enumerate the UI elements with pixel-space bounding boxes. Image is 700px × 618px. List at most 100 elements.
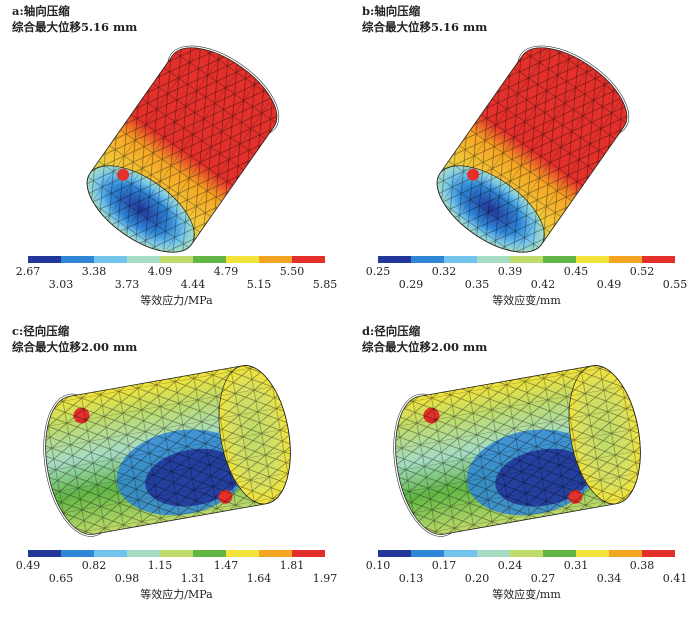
cylinder	[393, 365, 641, 537]
panel-subtitle: 综合最大位移2.00 mm	[12, 340, 137, 354]
colorbar-tick-label: 5.15	[247, 278, 272, 291]
outline	[86, 47, 278, 253]
colorbar-tick-label: 0.17	[432, 559, 457, 572]
colorbar-tick-label: 0.27	[531, 572, 556, 585]
colorbar-segment	[543, 550, 576, 557]
colorbar-segment	[543, 256, 576, 263]
colorbar-segment	[411, 550, 444, 557]
colorbar-segment	[61, 256, 94, 263]
panel-subtitle: 综合最大位移5.16 mm	[362, 20, 487, 34]
colorbar-tick-label: 5.50	[280, 265, 305, 278]
hot-spot	[467, 168, 480, 181]
colorbar-label: 等效应变/mm	[492, 587, 561, 601]
colorbar-tick-label: 0.25	[366, 265, 391, 278]
colorbar-segment	[444, 256, 477, 263]
colorbar-tick-label: 0.34	[597, 572, 622, 585]
colorbar-segment	[477, 256, 510, 263]
colorbar-tick-label: 3.73	[115, 278, 140, 291]
colorbar-tick-label: 5.85	[313, 278, 338, 291]
panel-title: a:轴向压缩	[12, 4, 70, 18]
colorbar-tick-label: 0.10	[366, 559, 391, 572]
colorbar-tick-label: 0.24	[498, 559, 523, 572]
colorbar-tick-label: 0.13	[399, 572, 424, 585]
colorbar-segment	[28, 550, 61, 557]
colorbar-tick-label: 0.31	[564, 559, 589, 572]
panel-title: b:轴向压缩	[362, 4, 421, 18]
colorbar-segment	[292, 256, 325, 263]
colorbar-tick-label: 0.41	[663, 572, 688, 585]
panel-title: c:径向压缩	[12, 324, 70, 338]
cylinder	[436, 45, 630, 253]
cylinder	[86, 45, 280, 253]
colorbar-segment	[477, 550, 510, 557]
outline	[45, 365, 291, 535]
colorbar-segment	[127, 550, 160, 557]
colorbar-segment	[259, 550, 292, 557]
colorbar-segment	[160, 256, 193, 263]
colorbar-tick-label: 0.65	[49, 572, 74, 585]
colorbar-segment	[226, 550, 259, 557]
colorbar-tick-label: 0.39	[498, 265, 523, 278]
colorbar-segment	[160, 550, 193, 557]
colorbar-segment	[609, 256, 642, 263]
colorbar-segment	[378, 550, 411, 557]
colorbar-segment	[94, 550, 127, 557]
colorbar-label: 等效应力/MPa	[140, 293, 213, 307]
colorbar-tick-label: 0.38	[630, 559, 655, 572]
colorbar-tick-label: 1.81	[280, 559, 305, 572]
colorbar-tick-label: 1.97	[313, 572, 338, 585]
cylinder	[43, 365, 291, 537]
colorbar-tick-label: 3.03	[49, 278, 74, 291]
front-mesh	[569, 365, 641, 504]
colorbar-segment	[28, 256, 61, 263]
colorbar-segment	[378, 256, 411, 263]
front-mesh	[437, 165, 545, 253]
colorbar-label: 等效应力/MPa	[140, 587, 213, 601]
colorbar-tick-label: 1.31	[181, 572, 206, 585]
colorbar-segment	[609, 550, 642, 557]
colorbar-segment	[259, 256, 292, 263]
colorbar-tick-label: 0.20	[465, 572, 490, 585]
colorbar-tick-label: 0.49	[16, 559, 41, 572]
colorbar-tick-label: 0.55	[663, 278, 688, 291]
colorbar-segment	[193, 256, 226, 263]
colorbar-tick-label: 0.35	[465, 278, 490, 291]
colorbar-segment	[576, 256, 609, 263]
colorbar-tick-label: 0.98	[115, 572, 140, 585]
colorbar-tick-label: 0.32	[432, 265, 457, 278]
colorbar-segment	[292, 550, 325, 557]
colorbar-segment	[94, 256, 127, 263]
colorbar-label: 等效应变/mm	[492, 293, 561, 307]
front-mesh	[87, 165, 195, 253]
outline	[395, 365, 641, 535]
front-mesh	[219, 365, 291, 504]
colorbar-segment	[411, 256, 444, 263]
colorbar-segment	[444, 550, 477, 557]
colorbar-segment	[642, 256, 675, 263]
colorbar-tick-label: 0.49	[597, 278, 622, 291]
panel-subtitle: 综合最大位移2.00 mm	[362, 340, 487, 354]
colorbar-tick-label: 3.38	[82, 265, 107, 278]
colorbar-segment	[576, 550, 609, 557]
colorbar-tick-label: 0.29	[399, 278, 424, 291]
colorbar-tick-label: 4.44	[181, 278, 206, 291]
colorbar-tick-label: 0.45	[564, 265, 589, 278]
colorbar-segment	[642, 550, 675, 557]
colorbar-segment	[510, 550, 543, 557]
panel-title: d:径向压缩	[362, 324, 421, 338]
colorbar-segment	[193, 550, 226, 557]
colorbar-tick-label: 0.42	[531, 278, 556, 291]
hot-spot	[117, 168, 130, 181]
colorbar-tick-label: 1.47	[214, 559, 239, 572]
colorbar-tick-label: 1.64	[247, 572, 272, 585]
colorbar-tick-label: 2.67	[16, 265, 41, 278]
colorbar-tick-label: 0.82	[82, 559, 107, 572]
colorbar-segment	[127, 256, 160, 263]
colorbar-segment	[510, 256, 543, 263]
colorbar-tick-label: 0.52	[630, 265, 655, 278]
